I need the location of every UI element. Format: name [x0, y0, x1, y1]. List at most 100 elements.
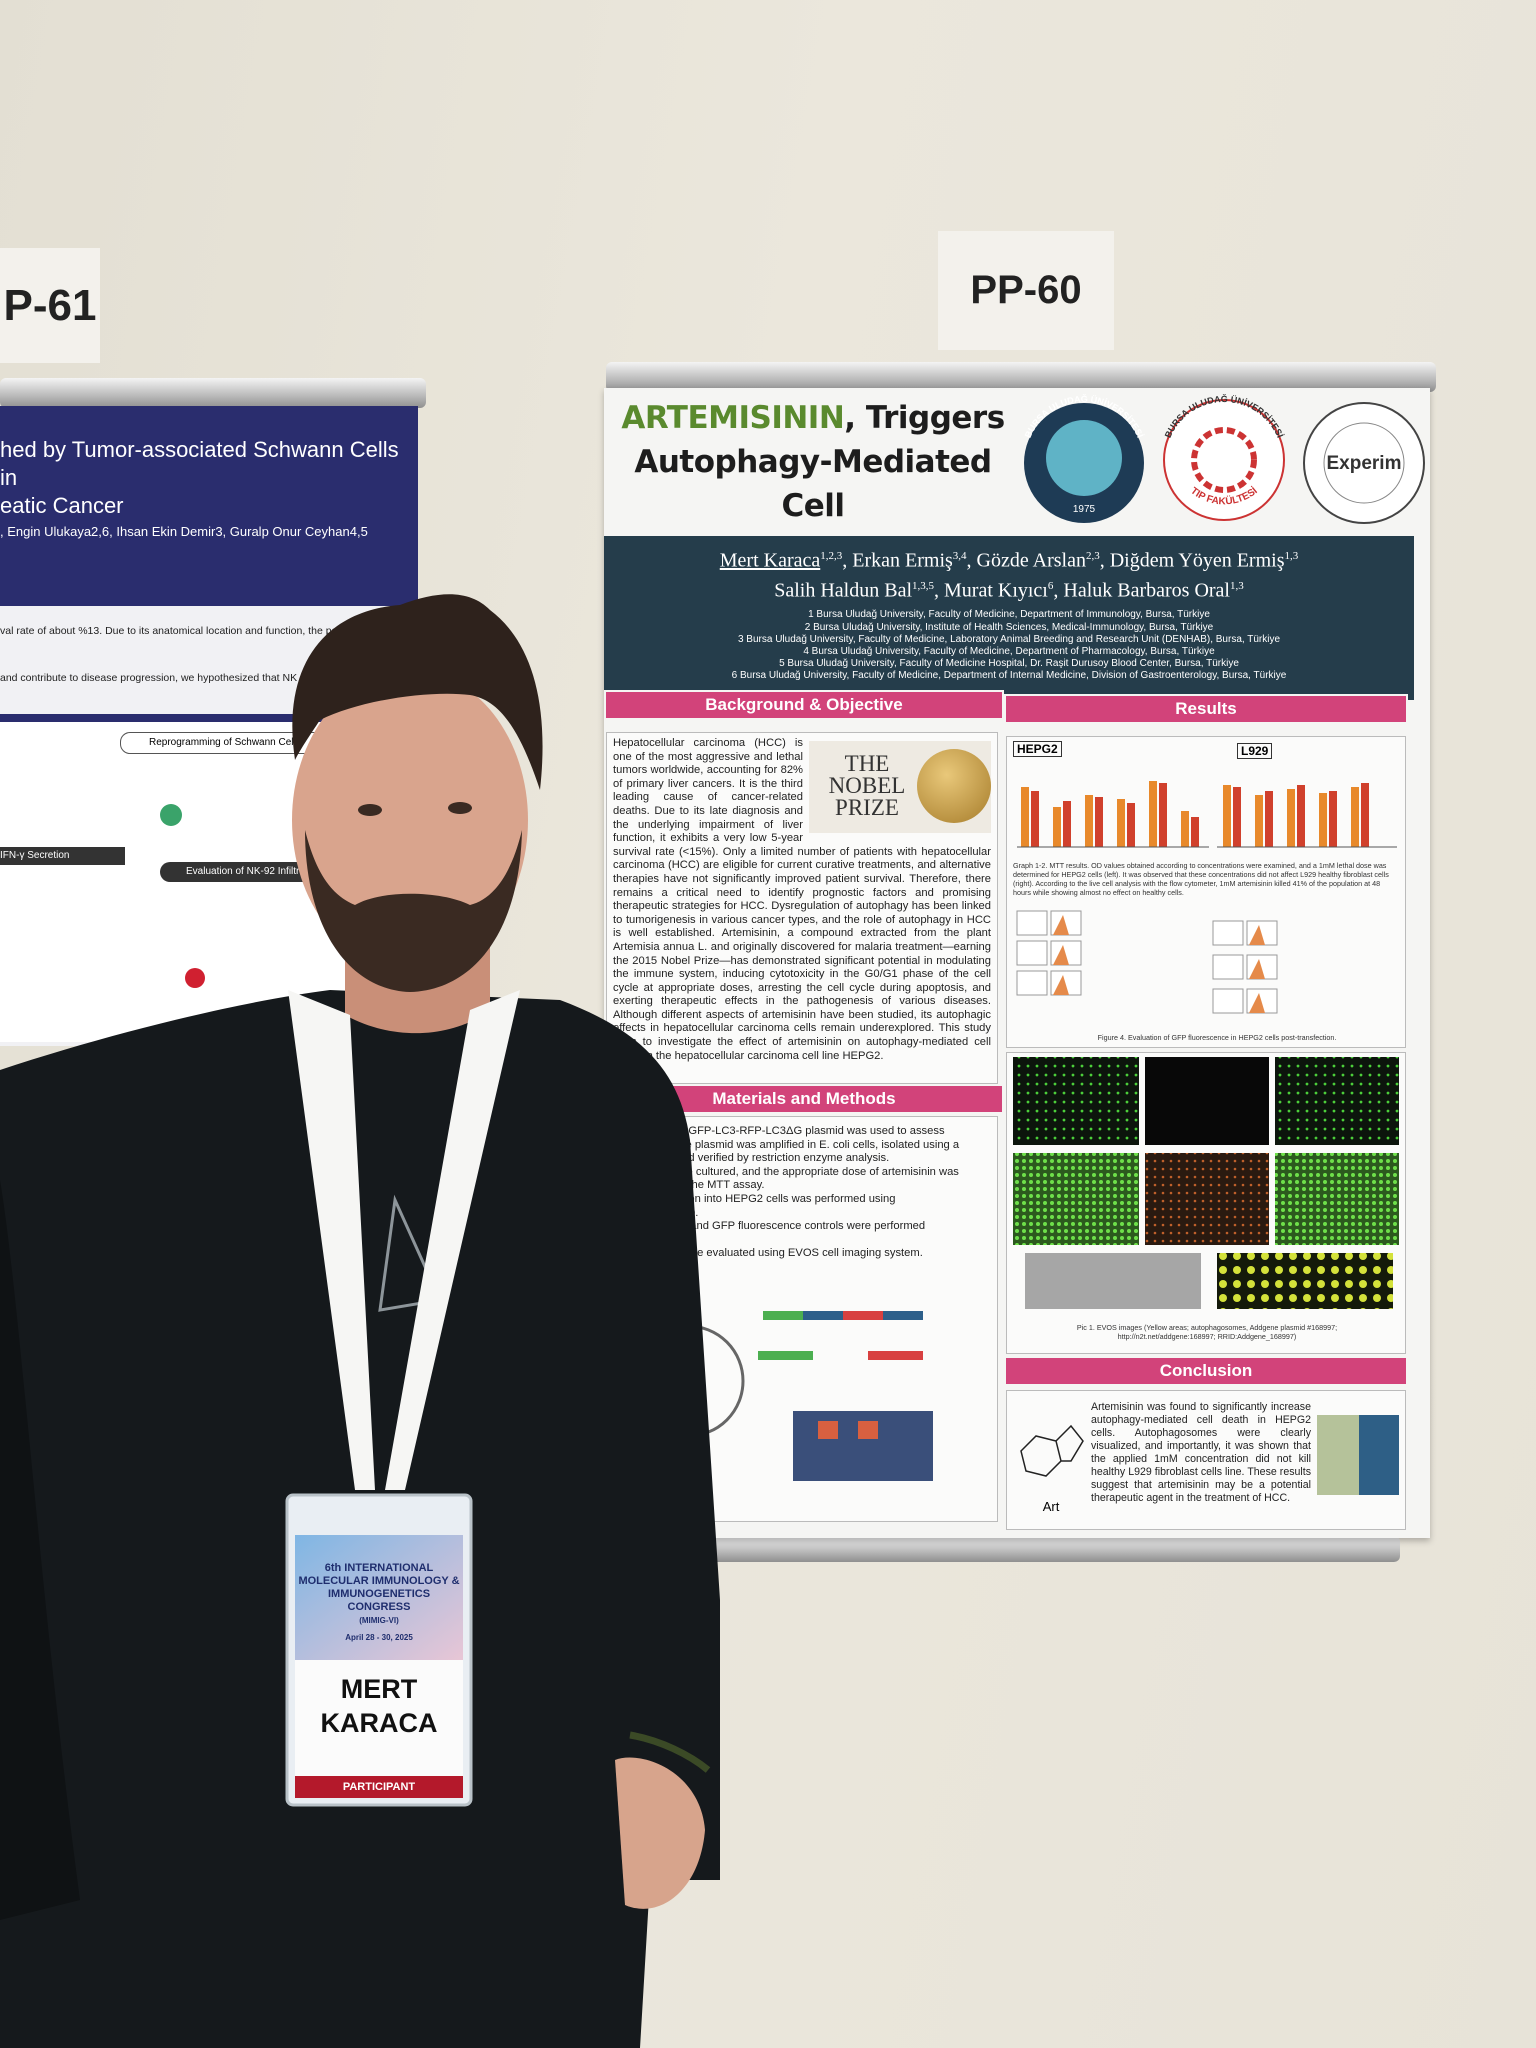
conclusion-image — [1359, 1415, 1399, 1495]
eye — [448, 802, 472, 814]
badge-name-line: KARACA — [320, 1708, 438, 1738]
author-name: , Diğdem Yöyen Ermiş — [1099, 549, 1285, 572]
conclusion-box: Art Artemisinin was found to significant… — [1006, 1390, 1406, 1530]
author-affiliation: 1,3 — [1230, 579, 1244, 592]
shirt-print — [378, 1194, 443, 1312]
badge-line: MOLECULAR IMMUNOLOGY & — [298, 1575, 460, 1587]
gel-band — [858, 1420, 878, 1439]
conclusion-text: Artemisinin was found to significantly i… — [1091, 1401, 1311, 1504]
poster-roller — [0, 378, 426, 408]
background-text: Hepatocellular carcinoma (HCC) is one of… — [613, 737, 991, 1062]
nobel-medal — [917, 749, 991, 823]
title-highlight: ARTEMISININ — [621, 400, 845, 436]
gel-band — [818, 1420, 838, 1439]
flow-plots — [1016, 910, 1278, 1014]
hair — [292, 594, 543, 790]
gene-block — [803, 1310, 843, 1320]
logos: BURSA ULUDAĞ ÜNİVERSİTESİ 1975 BURSA ULU… — [1023, 393, 1425, 524]
logo-text: Experim — [1327, 453, 1402, 474]
title-text: , Triggers — [844, 400, 1005, 436]
badge-role: PARTICIPANT — [342, 1781, 416, 1793]
pic-caption: Pic 1. EVOS images (Yellow areas; autoph… — [1076, 1323, 1338, 1341]
section-header: Materials and Methods — [604, 1084, 1004, 1114]
methods-figure — [631, 1310, 933, 1481]
affiliation: 1 Bursa Uludağ University, Faculty of Me… — [808, 609, 1210, 621]
author-name: Mert Karaca — [719, 549, 821, 572]
author-affiliation: 6 — [1047, 579, 1054, 592]
author-line: Salih Haldun Bal1,3,5, Murat Kıyıcı6, Ha… — [604, 574, 1414, 604]
results-box: HEPG2 L929 Graph 1-2. MTT results. OD va… — [1006, 736, 1406, 1048]
eye — [358, 804, 382, 816]
author-line: Mert Karaca1,2,3, Erkan Ermiş3,4, Gözde … — [604, 544, 1414, 574]
hand — [615, 1757, 705, 1909]
gene-block — [843, 1310, 883, 1320]
affiliation: 6 Bursa Uludağ University, Faculty of Me… — [731, 670, 1287, 682]
methods-line: transfection into HEPG2 cells was perfor… — [643, 1192, 896, 1205]
chart-label: HEPG2 — [1013, 741, 1062, 757]
affiliation: 3 Bursa Uludağ University, Faculty of Me… — [737, 633, 1281, 645]
chart-label: L929 — [1237, 743, 1273, 759]
badge-name-area — [295, 1660, 463, 1776]
face — [292, 670, 528, 970]
micrograph — [1275, 1057, 1399, 1145]
conclusion-image — [1317, 1415, 1359, 1495]
poster-number: PP-60 — [938, 231, 1114, 350]
evos-images: Pic 1. EVOS images (Yellow areas; autoph… — [1006, 1052, 1406, 1354]
logo-year: 1975 — [1073, 504, 1096, 515]
badge-line: (MIMIG-VI) — [359, 1616, 399, 1625]
poster-roller — [690, 1536, 1400, 1562]
logo-emblem — [1046, 420, 1122, 496]
logo-emblem — [1323, 422, 1405, 504]
badge-role-strip — [295, 1776, 463, 1798]
section-header: Conclusion — [1004, 1356, 1408, 1386]
section-header: Background & Objective — [604, 690, 1004, 720]
title-text: Autophagy-Mediated Cell — [634, 444, 992, 524]
background-box: THE NOBEL PRIZE Hepatocellular carcinoma… — [606, 732, 998, 1084]
section-header: Results — [1004, 694, 1408, 724]
left-poster-text: val rate of about %13. Due to its anatom… — [0, 625, 400, 637]
micrograph — [1275, 1153, 1399, 1245]
bracelet — [629, 1731, 711, 1773]
lanyard — [288, 990, 520, 1490]
gene-block — [758, 1350, 813, 1360]
affiliation: 2 Bursa Uludağ University, Institute of … — [804, 621, 1214, 633]
author-affiliation: 1,3,5 — [912, 579, 934, 592]
author-affiliation: 2,3 — [1085, 550, 1100, 562]
badge-line: IMMUNOGENETICS CONGRESS — [327, 1588, 431, 1613]
micrograph — [1145, 1153, 1269, 1245]
gene-block — [763, 1310, 803, 1320]
author-affiliation: 3,4 — [952, 550, 967, 562]
graph-caption: Graph 1-2. MTT results. OD values obtain… — [1013, 861, 1389, 897]
author-affiliation: 1,2,3 — [820, 550, 843, 562]
micrographs — [1013, 1057, 1399, 1309]
mtt-charts — [1017, 781, 1397, 848]
badge-name-line: MERT — [340, 1674, 418, 1704]
badge-top — [295, 1535, 463, 1660]
left-poster-header: hed by Tumor-associated Schwann Cells in… — [0, 406, 418, 606]
author-name: Salih Haldun Bal — [774, 579, 912, 602]
nobel-image: THE NOBEL PRIZE — [809, 741, 991, 833]
poster-roller — [606, 362, 1436, 392]
methods-line: analyses and GFP fluorescence controls w… — [643, 1220, 926, 1233]
author-name: , Haluk Barbaros Oral — [1053, 579, 1230, 602]
diagram-cell — [185, 968, 205, 988]
methods-line: ep kit, and verified by restriction enzy… — [643, 1152, 890, 1165]
figure-caption: Figure 4. Evaluation of GFP fluorescence… — [1097, 1033, 1337, 1042]
logo-faculty — [1163, 399, 1285, 521]
logo-emblem — [1191, 427, 1257, 493]
badge-congress: 6th INTERNATIONAL MOLECULAR IMMUNOLOGY &… — [295, 1562, 463, 1644]
diagram-cell — [160, 804, 182, 826]
nobel-text: THE NOBEL PRIZE — [828, 751, 906, 820]
gene-block — [883, 1310, 923, 1320]
micrograph — [1217, 1253, 1393, 1309]
affiliation: 5 Bursa Uludağ University, Faculty of Me… — [779, 658, 1239, 670]
structure: Art — [1020, 1424, 1084, 1514]
micrograph — [1145, 1057, 1269, 1145]
shirt-shadow — [0, 1180, 80, 1920]
micrograph — [1013, 1153, 1139, 1245]
author-name: , Erkan Ermiş — [842, 549, 953, 572]
methods-line: hagy. The plasmid was amplified in E. co… — [643, 1138, 960, 1151]
methods-line: somes were evaluated using EVOS cell ima… — [643, 1247, 923, 1260]
